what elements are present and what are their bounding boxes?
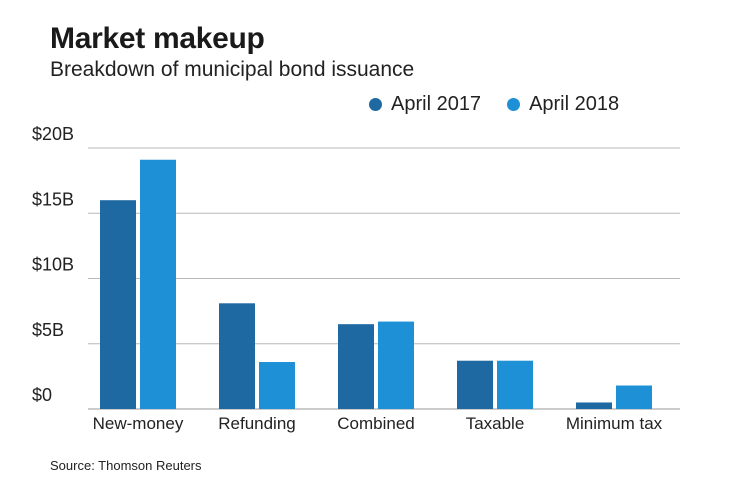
legend-label-series-2: April 2018	[529, 93, 620, 115]
y-tick-label: $0	[32, 385, 52, 405]
x-tick-label: Combined	[337, 414, 415, 433]
legend-swatch-series-1	[369, 98, 382, 111]
bar-taxable-series-1	[457, 360, 493, 409]
bar-refunding-series-2	[259, 362, 295, 409]
legend-swatch-series-2	[507, 98, 521, 111]
bar-taxable-series-2	[497, 360, 533, 409]
x-tick-label: Minimum tax	[566, 414, 663, 433]
chart-subtitle: Breakdown of municipal bond issuance	[50, 58, 415, 81]
bar-new-money-series-1	[100, 200, 136, 409]
source-note: Source: Thomson Reuters	[50, 458, 202, 473]
bar-new-money-series-2	[140, 159, 176, 409]
bar-minimum-tax-series-1	[576, 402, 612, 409]
y-tick-label: $10B	[32, 255, 74, 275]
y-tick-label: $5B	[32, 320, 64, 340]
x-tick-label: New-money	[93, 414, 184, 433]
bar-minimum-tax-series-2	[616, 385, 652, 409]
legend: April 2017 April 2018	[369, 93, 645, 116]
legend-item-series-1: April 2017	[369, 93, 481, 116]
y-tick-label: $20B	[32, 124, 74, 144]
legend-label-series-1: April 2017	[391, 93, 482, 115]
chart-title: Market makeup	[50, 22, 265, 55]
legend-item-series-2: April 2018	[507, 93, 619, 116]
bar-refunding-series-1	[219, 303, 255, 409]
bar-combined-series-2	[378, 321, 414, 409]
x-tick-label: Taxable	[466, 414, 525, 433]
y-tick-label: $15B	[32, 189, 74, 209]
bar-combined-series-1	[338, 324, 374, 409]
x-tick-label: Refunding	[218, 414, 296, 433]
